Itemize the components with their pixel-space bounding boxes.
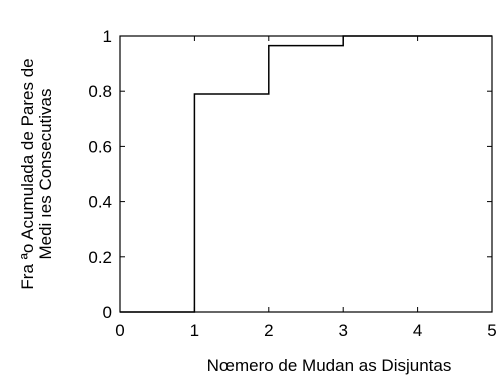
x-tick-label: 5 [487,321,496,340]
x-tick-label: 4 [413,321,422,340]
y-tick-label: 0.6 [88,137,112,156]
x-axis-ticks: 0 1 2 3 4 5 [115,36,497,340]
x-tick-label: 1 [190,321,199,340]
x-tick-label: 2 [264,321,273,340]
plot-area [119,35,493,313]
y-tick-label: 0 [103,303,112,322]
y-tick-label: 0.2 [88,248,112,267]
series-line [120,35,492,313]
series-group [120,35,492,313]
x-axis-label: Nœmero de Mudan as Disjuntas [207,356,452,375]
y-tick-label: 0.4 [88,193,112,212]
y-axis-label-line-1: Fra ªo Acumulada de Pares de [18,58,37,289]
x-tick-label: 3 [338,321,347,340]
y-axis-ticks: 0 0.2 0.4 0.6 0.8 1 [88,27,492,322]
y-tick-label: 0.8 [88,82,112,101]
y-tick-label: 1 [103,27,112,46]
x-tick-label: 0 [115,321,124,340]
y-axis-label-line-2: Medi ıes Consecutivas [36,88,55,259]
